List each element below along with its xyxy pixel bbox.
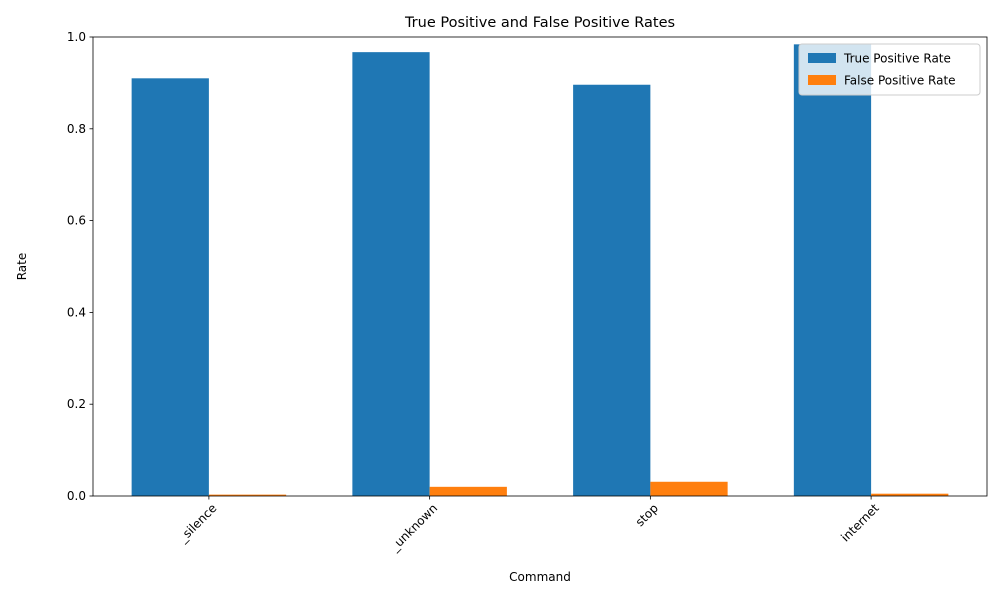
legend-label: False Positive Rate xyxy=(844,74,956,88)
chart-title: True Positive and False Positive Rates xyxy=(404,15,675,31)
legend-swatch xyxy=(808,53,836,63)
bar-tpr-stop xyxy=(573,84,651,497)
bars-layer xyxy=(131,44,949,497)
legend-swatch xyxy=(808,75,836,85)
bar-tpr-internet xyxy=(793,44,872,497)
x-tick-label: _unknown xyxy=(387,501,440,554)
bar-fpr-unknown xyxy=(429,486,507,496)
x-tick-label: _silence xyxy=(175,501,219,545)
axes-layer xyxy=(92,36,988,497)
x-axis-label: Command xyxy=(509,570,571,584)
y-tick-label: 0.0 xyxy=(67,489,86,503)
y-tick-label: 0.6 xyxy=(67,214,86,228)
legend-box xyxy=(798,43,981,96)
legend-label: True Positive Rate xyxy=(843,52,951,66)
y-tick-label: 0.8 xyxy=(67,122,86,136)
plot-frame xyxy=(92,36,988,497)
bar-fpr-stop xyxy=(650,481,728,496)
bar-tpr-silence xyxy=(131,78,209,496)
x-tick-label: stop xyxy=(633,501,661,529)
bar-fpr-internet xyxy=(871,493,949,496)
y-tick-label: 1.0 xyxy=(67,30,86,44)
y-axis-label: Rate xyxy=(15,253,29,281)
y-tick-label: 0.2 xyxy=(67,397,86,411)
legend: True Positive Rate False Positive Rate xyxy=(798,43,981,96)
y-tick-label: 0.4 xyxy=(67,305,86,319)
bar-fpr-silence xyxy=(208,494,287,496)
x-tick-label: internet xyxy=(838,501,882,545)
bar-tpr-unknown xyxy=(352,52,430,497)
